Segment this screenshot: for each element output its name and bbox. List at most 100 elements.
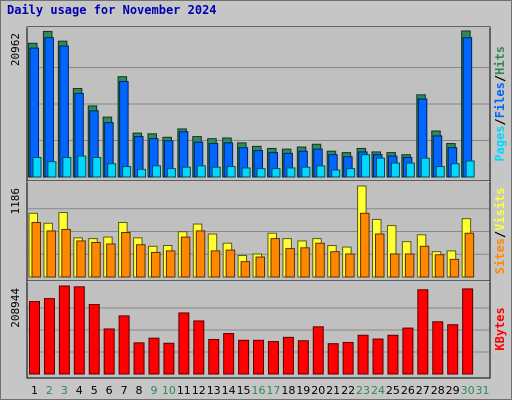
bar-pages-day-19 bbox=[301, 166, 311, 178]
bar-pages-day-24 bbox=[376, 157, 386, 178]
x-tick-label-day-12: 12 bbox=[192, 384, 206, 397]
bar-sites-day-24 bbox=[375, 233, 385, 278]
bar-kbytes-day-3 bbox=[58, 285, 70, 375]
x-tick-label-day-14: 14 bbox=[222, 384, 236, 397]
x-tick-label-day-7: 7 bbox=[121, 384, 128, 397]
x-tick-label-day-31: 31 bbox=[476, 384, 490, 397]
bar-sites-day-2 bbox=[46, 230, 56, 278]
bar-pages-day-1 bbox=[32, 156, 42, 178]
x-tick-label-day-17: 17 bbox=[266, 384, 280, 397]
bar-kbytes-day-16 bbox=[253, 339, 265, 375]
bar-kbytes-day-11 bbox=[178, 312, 190, 375]
bar-sites-day-12 bbox=[195, 230, 206, 278]
x-tick-label-day-10: 10 bbox=[162, 384, 176, 397]
bar-sites-day-28 bbox=[434, 254, 445, 278]
bar-pages-day-17 bbox=[271, 168, 281, 178]
bar-pages-day-9 bbox=[151, 165, 161, 178]
bar-sites-day-17 bbox=[270, 238, 280, 278]
bar-pages-day-27 bbox=[420, 157, 430, 178]
bar-sites-day-10 bbox=[165, 250, 176, 278]
bar-kbytes-day-5 bbox=[88, 304, 100, 375]
bar-pages-day-29 bbox=[450, 163, 460, 178]
bar-kbytes-day-6 bbox=[103, 328, 115, 375]
x-tick-label-day-15: 15 bbox=[237, 384, 251, 397]
x-tick-label-day-21: 21 bbox=[326, 384, 340, 397]
legend-hits-files-pages: Pages/Files/Hits bbox=[493, 46, 507, 162]
bar-sites-day-29 bbox=[449, 258, 460, 278]
x-tick-label-day-6: 6 bbox=[106, 384, 113, 397]
legend-kbytes: KBytes bbox=[493, 307, 507, 350]
x-tick-label-day-5: 5 bbox=[91, 384, 98, 397]
x-tick-label-day-29: 29 bbox=[446, 384, 460, 397]
bar-pages-day-16 bbox=[256, 168, 266, 178]
bar-kbytes-day-4 bbox=[73, 286, 85, 375]
x-tick-label-day-23: 23 bbox=[356, 384, 370, 397]
bar-pages-day-23 bbox=[361, 154, 371, 178]
bar-files-day-7 bbox=[119, 81, 129, 178]
bar-kbytes-day-20 bbox=[312, 326, 324, 375]
y-max-label-kbytes: 208944 bbox=[9, 288, 22, 328]
x-tick-label-day-4: 4 bbox=[76, 384, 83, 397]
x-tick-label-day-9: 9 bbox=[150, 384, 157, 397]
bar-pages-day-3 bbox=[62, 156, 72, 178]
page-title: Daily usage for November 2024 bbox=[7, 3, 217, 17]
bar-pages-day-21 bbox=[331, 169, 341, 178]
bar-pages-day-7 bbox=[122, 166, 132, 178]
bar-pages-day-14 bbox=[226, 166, 236, 178]
x-tick-label-day-27: 27 bbox=[416, 384, 430, 397]
bar-pages-day-10 bbox=[166, 168, 176, 178]
bar-kbytes-day-26 bbox=[402, 327, 414, 375]
bar-kbytes-day-25 bbox=[387, 334, 399, 375]
bar-pages-day-11 bbox=[181, 166, 191, 178]
bar-sites-day-30 bbox=[464, 232, 475, 278]
bar-kbytes-day-21 bbox=[327, 343, 339, 375]
legend-entry-pages: Pages bbox=[493, 125, 507, 161]
x-tick-label-day-2: 2 bbox=[46, 384, 53, 397]
bar-kbytes-day-28 bbox=[432, 321, 444, 375]
bar-kbytes-day-13 bbox=[208, 338, 220, 375]
bar-pages-day-12 bbox=[196, 165, 206, 178]
bar-sites-day-27 bbox=[419, 245, 430, 278]
bar-pages-day-8 bbox=[137, 168, 147, 178]
bar-kbytes-day-17 bbox=[267, 341, 279, 375]
legend-entry-separator: / bbox=[493, 231, 507, 238]
bar-sites-day-4 bbox=[76, 240, 86, 278]
bar-sites-day-18 bbox=[285, 248, 295, 278]
bar-kbytes-day-8 bbox=[133, 342, 145, 375]
bar-pages-day-13 bbox=[211, 166, 221, 178]
bar-sites-day-25 bbox=[389, 253, 400, 278]
bar-kbytes-day-29 bbox=[447, 324, 459, 375]
bar-pages-day-4 bbox=[77, 155, 87, 178]
bar-sites-day-23 bbox=[360, 212, 370, 278]
legend-visits-sites: Sites/Visits bbox=[493, 187, 507, 274]
x-tick-label-day-19: 19 bbox=[296, 384, 310, 397]
legend-entry-separator: / bbox=[493, 75, 507, 82]
bar-kbytes-day-19 bbox=[297, 340, 309, 375]
bar-pages-day-15 bbox=[241, 167, 251, 178]
bar-pages-day-5 bbox=[92, 156, 102, 178]
bar-sites-day-7 bbox=[121, 231, 131, 278]
bar-kbytes-day-7 bbox=[118, 315, 130, 375]
legend-entry-files: Files bbox=[493, 82, 507, 118]
bar-sites-day-22 bbox=[345, 253, 355, 278]
x-tick-label-day-30: 30 bbox=[461, 384, 475, 397]
bar-pages-day-22 bbox=[346, 168, 356, 178]
x-tick-label-day-20: 20 bbox=[311, 384, 325, 397]
legend-entry-sites: Sites bbox=[493, 238, 507, 274]
x-tick-label-day-18: 18 bbox=[281, 384, 295, 397]
bar-pages-day-2 bbox=[47, 161, 57, 178]
bar-sites-day-14 bbox=[225, 249, 236, 278]
bar-kbytes-day-30 bbox=[462, 288, 474, 375]
bar-sites-day-11 bbox=[180, 236, 191, 278]
bar-sites-day-9 bbox=[150, 251, 161, 278]
bar-sites-day-20 bbox=[315, 242, 325, 278]
y-max-label-visits-sites: 1186 bbox=[9, 188, 22, 215]
bar-kbytes-day-12 bbox=[193, 320, 205, 375]
bar-kbytes-day-1 bbox=[29, 301, 40, 375]
bar-sites-day-26 bbox=[404, 253, 415, 278]
x-tick-label-day-26: 26 bbox=[401, 384, 415, 397]
bar-sites-day-1 bbox=[31, 222, 41, 278]
bar-sites-day-8 bbox=[136, 244, 146, 278]
